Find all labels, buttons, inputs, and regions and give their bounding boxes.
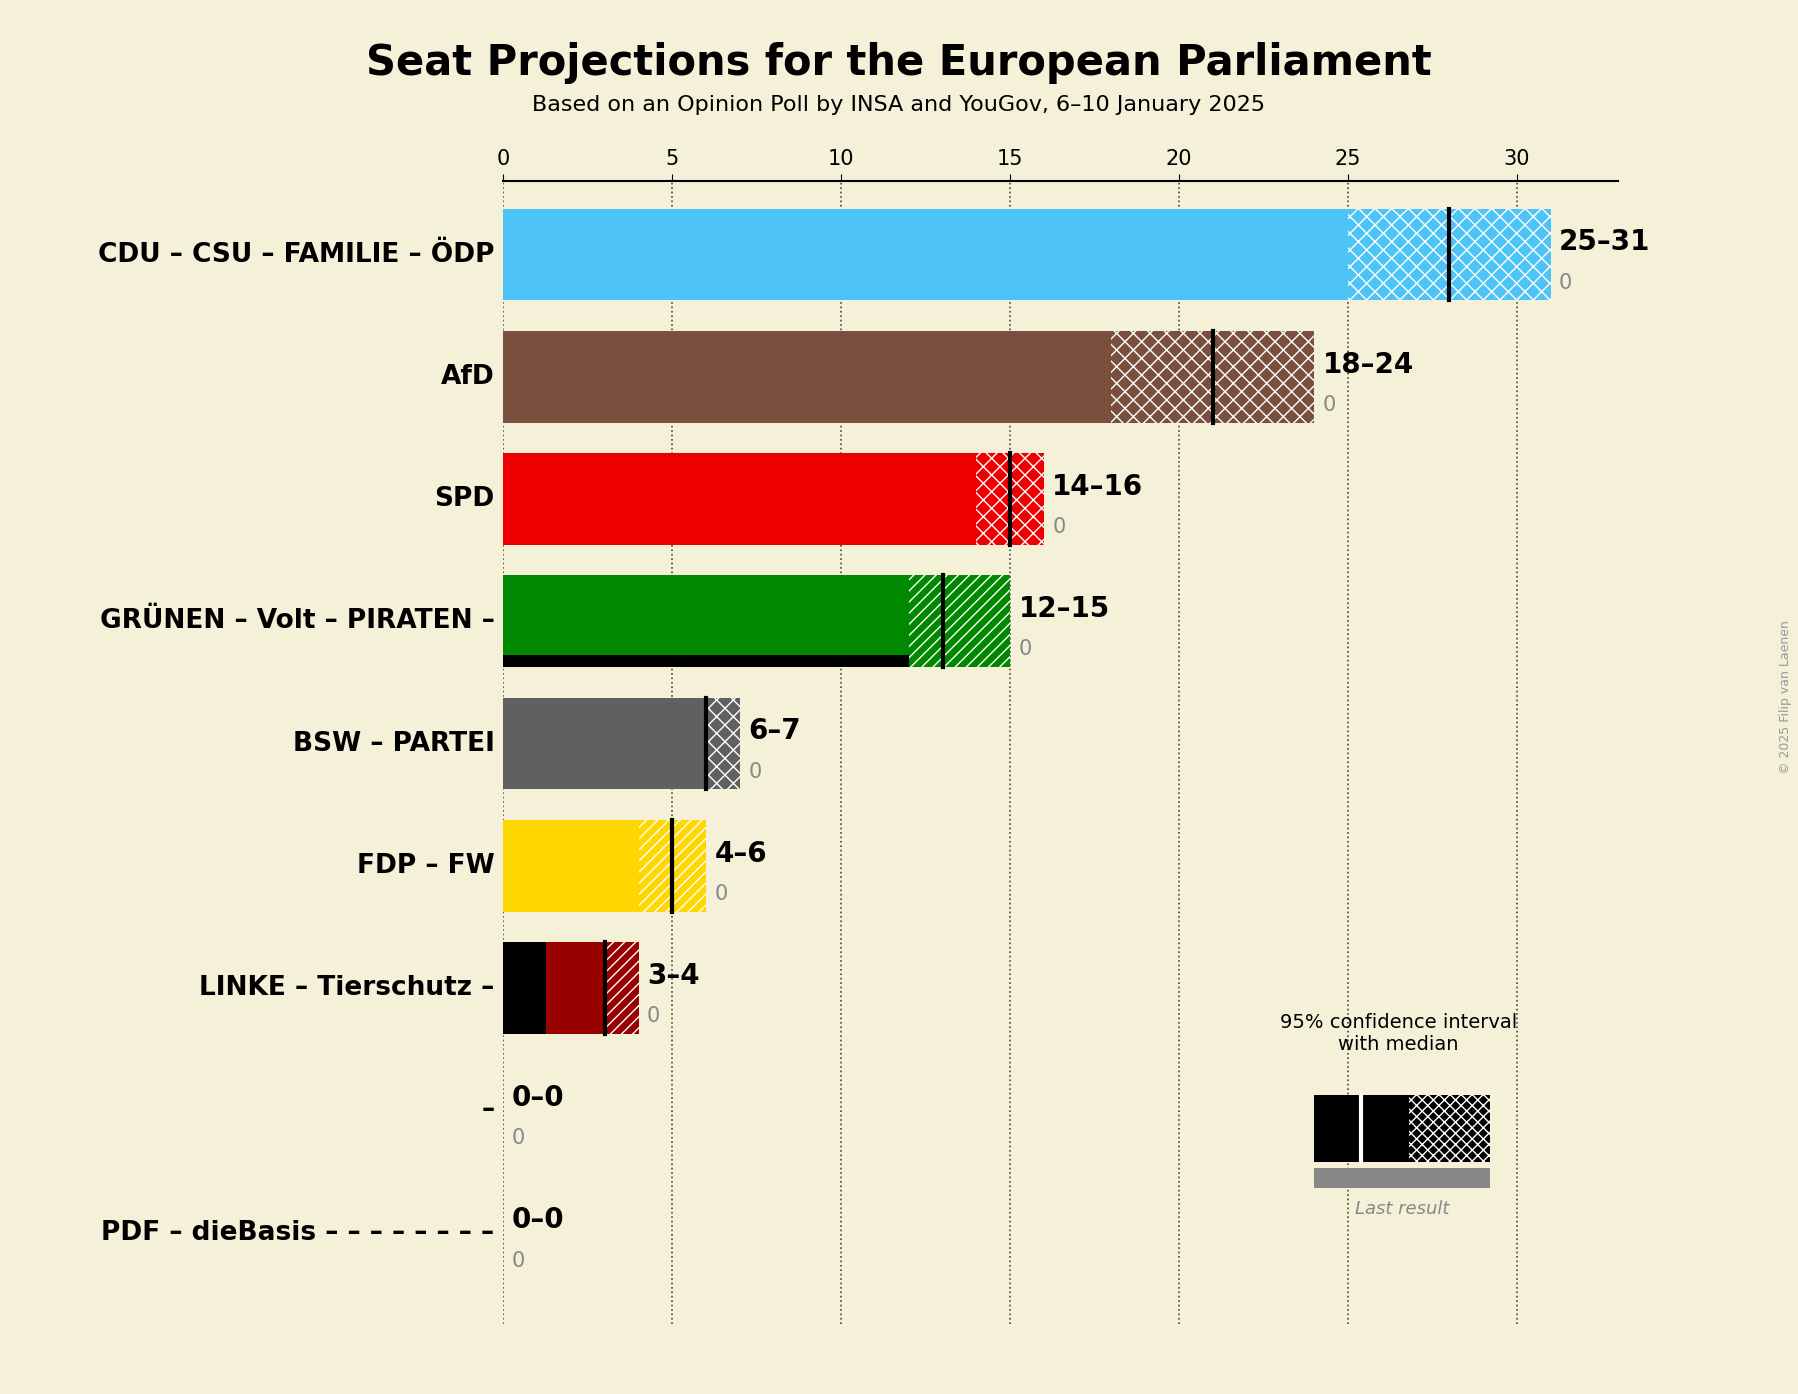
Bar — [1314, 1168, 1491, 1188]
Bar — [1348, 209, 1550, 301]
Text: FDP – FW: FDP – FW — [356, 853, 494, 878]
Bar — [976, 453, 1045, 545]
Bar — [503, 942, 604, 1034]
Text: Seat Projections for the European Parliament: Seat Projections for the European Parlia… — [367, 42, 1431, 84]
Text: © 2025 Filip van Laenen: © 2025 Filip van Laenen — [1778, 620, 1793, 774]
Bar — [503, 330, 1111, 422]
Text: 0–0: 0–0 — [512, 1206, 565, 1234]
Text: 4–6: 4–6 — [714, 839, 768, 867]
Text: 3–4: 3–4 — [647, 962, 699, 990]
Text: AfD: AfD — [441, 364, 494, 390]
Text: 6–7: 6–7 — [748, 718, 800, 746]
Text: 0: 0 — [1052, 517, 1066, 537]
Bar — [503, 698, 707, 789]
Text: 0: 0 — [1019, 640, 1032, 659]
Text: 12–15: 12–15 — [1019, 595, 1109, 623]
Text: 0: 0 — [512, 1250, 525, 1271]
Bar — [638, 820, 707, 912]
Text: –: – — [482, 1097, 494, 1124]
Text: BSW – PARTEI: BSW – PARTEI — [293, 730, 494, 757]
Text: 0: 0 — [748, 761, 762, 782]
Bar — [908, 576, 1010, 668]
Text: LINKE – Tierschutz –: LINKE – Tierschutz – — [200, 974, 494, 1001]
Text: Last result: Last result — [1356, 1200, 1449, 1218]
Bar — [503, 453, 976, 545]
Bar — [503, 576, 908, 668]
Text: 95% confidence interval
with median: 95% confidence interval with median — [1280, 1012, 1518, 1054]
Bar — [503, 655, 908, 668]
Bar — [604, 942, 638, 1034]
Bar — [1314, 1096, 1410, 1163]
Text: 0: 0 — [512, 1129, 525, 1149]
Text: 14–16: 14–16 — [1052, 473, 1144, 500]
Text: 0: 0 — [1323, 395, 1336, 415]
Bar — [1111, 330, 1314, 422]
Text: GRÜNEN – Volt – PIRATEN –: GRÜNEN – Volt – PIRATEN – — [99, 608, 494, 634]
Text: 0: 0 — [647, 1006, 660, 1026]
Text: 0–0: 0–0 — [512, 1085, 565, 1112]
Text: SPD: SPD — [433, 487, 494, 512]
Text: Based on an Opinion Poll by INSA and YouGov, 6–10 January 2025: Based on an Opinion Poll by INSA and You… — [532, 95, 1266, 114]
Bar — [503, 209, 1348, 301]
Text: 18–24: 18–24 — [1323, 351, 1413, 379]
Bar — [707, 698, 741, 789]
Text: CDU – CSU – FAMILIE – ÖDP: CDU – CSU – FAMILIE – ÖDP — [97, 241, 494, 268]
Text: PDF – dieBasis – – – – – – – –: PDF – dieBasis – – – – – – – – — [101, 1220, 494, 1246]
Text: 0: 0 — [714, 884, 728, 903]
Bar — [503, 820, 638, 912]
Bar — [1410, 1096, 1491, 1163]
Text: 0: 0 — [1559, 273, 1571, 293]
Bar — [503, 942, 547, 1034]
Text: 25–31: 25–31 — [1559, 229, 1651, 256]
